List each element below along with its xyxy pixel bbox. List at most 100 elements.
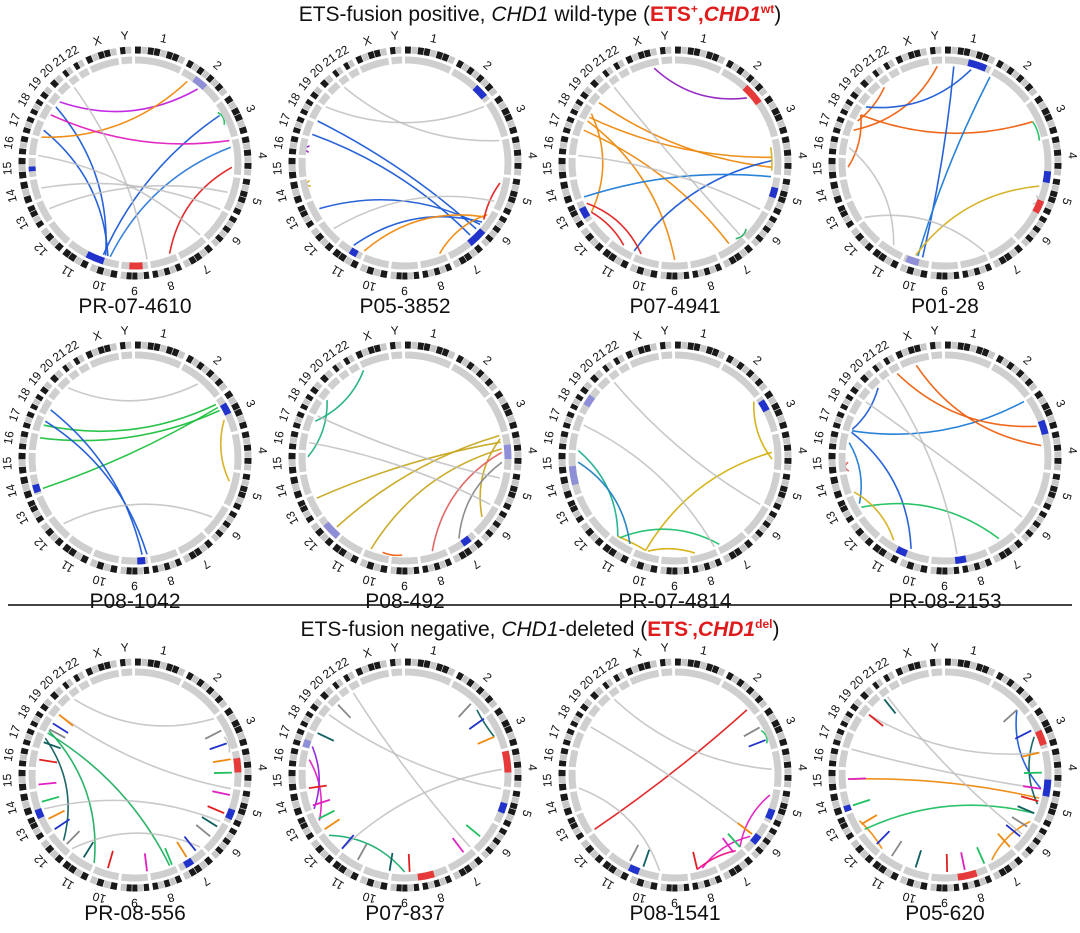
chromosome-ideogram [44, 527, 55, 537]
chromosome-ideogram [907, 50, 916, 60]
chromosome-ideogram [40, 522, 51, 532]
chromosome-label: 6 [1039, 529, 1054, 543]
chromosome-ideogram [153, 343, 161, 352]
copy-number-track [846, 495, 863, 518]
chromosome-ideogram [422, 565, 429, 574]
chromosome-ideogram [508, 421, 518, 430]
chromosome-ideogram [80, 554, 89, 564]
chromosome-ideogram [969, 49, 978, 58]
copy-number-track [858, 832, 881, 856]
chromosome-ideogram [995, 354, 1005, 364]
copy-number-track [348, 362, 361, 374]
chromosome-ideogram [35, 393, 44, 402]
chromosome-ideogram [714, 875, 723, 884]
rearrangement-link [598, 102, 772, 169]
chromosome-ideogram [745, 74, 755, 84]
local-rearrangement [38, 781, 57, 786]
chromosome-ideogram [1024, 377, 1034, 387]
chromosome-label: 7 [199, 262, 213, 278]
chromosome-ideogram [458, 550, 467, 560]
chromosome-ideogram [171, 53, 180, 62]
chromosome-ideogram [1024, 694, 1034, 704]
chromosome-ideogram [864, 854, 874, 864]
chromosome-ideogram [302, 715, 311, 724]
chromosome-label: 22 [603, 654, 622, 673]
chromosome-ideogram [452, 258, 462, 268]
chromosome-ideogram [488, 382, 498, 392]
copy-number-track [576, 495, 593, 518]
chromosome-ideogram [839, 108, 849, 116]
chromosome-ideogram [319, 691, 330, 701]
chromosome-ideogram [1044, 113, 1053, 122]
rearrangement-link [168, 166, 233, 254]
chromosome-ideogram [834, 733, 843, 741]
copy-number-track [306, 200, 323, 223]
chromosome-ideogram [783, 761, 792, 768]
copy-number-track [493, 177, 511, 212]
chromosome-ideogram [1049, 485, 1058, 493]
chromosome-ideogram [762, 836, 772, 846]
copy-number-track [134, 668, 182, 686]
copy-number-track [848, 398, 863, 415]
chromosome-ideogram [103, 268, 111, 277]
chromosome-label: 7 [1009, 262, 1023, 278]
chromosome-ideogram [177, 350, 186, 360]
chromosome-ideogram [380, 660, 388, 669]
copy-number-band [323, 521, 341, 539]
chromosome-label: 22 [333, 654, 352, 673]
copy-number-track [899, 57, 930, 74]
chromosome-ideogram [480, 78, 490, 88]
chromosome-ideogram [288, 783, 297, 791]
copy-number-track [842, 731, 855, 749]
rearrangement-link [333, 195, 495, 230]
chromosome-ideogram [584, 527, 595, 537]
chromosome-ideogram [182, 553, 192, 563]
chromosome-ideogram [771, 107, 781, 116]
chromosome-label: 9 [941, 896, 948, 910]
chromosome-label: 16 [1, 430, 17, 446]
chromosome-ideogram [1013, 856, 1024, 866]
chromosome-label: 13 [553, 214, 572, 233]
chromosome-ideogram [920, 564, 928, 574]
rearrangement-link [325, 105, 485, 124]
chromosome-ideogram [458, 867, 467, 877]
chromosome-label: 14 [543, 187, 560, 204]
chromosome-ideogram [872, 860, 882, 870]
chromosome-ideogram [920, 343, 928, 352]
chromosome-ideogram [828, 148, 837, 155]
copy-number-track [931, 261, 959, 270]
copy-number-track [674, 351, 722, 369]
copy-number-track [899, 669, 930, 686]
chromosome-ideogram [660, 883, 667, 892]
chromosome-label: Y [390, 640, 399, 655]
chromosome-ideogram [998, 255, 1007, 265]
chromosome-ideogram [471, 70, 480, 80]
chromosome-label: Y [930, 28, 939, 43]
rearrangement-link [753, 401, 773, 460]
chromosome-label: 15 [810, 773, 825, 787]
sample-label: PR-07-4814 [618, 590, 732, 613]
copy-number-track [298, 749, 309, 768]
copy-number-track [485, 396, 508, 433]
copy-number-track [576, 812, 593, 835]
copy-number-track [588, 220, 611, 244]
chromosome-ideogram [232, 819, 242, 828]
copy-number-track [318, 220, 341, 244]
chromosome-ideogram [205, 686, 215, 696]
chromosome-ideogram [165, 346, 174, 355]
chromosome-ideogram [845, 831, 855, 841]
copy-number-track [359, 57, 390, 74]
chromosome-ideogram [1020, 238, 1030, 247]
chromosome-ideogram [447, 55, 456, 65]
local-rearrangement [41, 795, 60, 803]
copy-number-track [299, 179, 312, 201]
chromosome-ideogram [774, 408, 783, 417]
chromosome-ideogram [153, 660, 161, 669]
rearrangement-link [308, 759, 322, 821]
chromosome-ideogram [882, 673, 891, 683]
chromosome-ideogram [778, 738, 788, 747]
copy-number-track [121, 56, 133, 65]
chromosome-label: 17 [6, 111, 24, 129]
